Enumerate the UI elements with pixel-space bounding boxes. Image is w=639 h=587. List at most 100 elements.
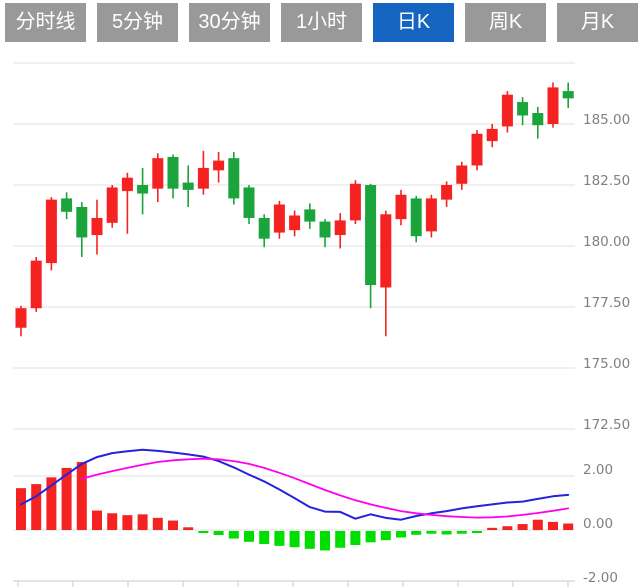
price-tick-label: 185.00 xyxy=(583,112,630,128)
macd-bar xyxy=(304,531,315,549)
period-tab-bar: 分时线 5分钟 30分钟 1小时 日K 周K 月K xyxy=(5,3,638,42)
macd-y-axis-labels: 2.00 0.00 -2.00 xyxy=(583,462,618,586)
candle-body xyxy=(30,260,42,309)
candle-body xyxy=(395,194,407,220)
macd-bar xyxy=(487,527,498,530)
macd-bar xyxy=(244,531,254,542)
x-axis xyxy=(13,580,575,587)
macd-bar xyxy=(137,514,148,530)
macd-bar xyxy=(548,521,558,530)
tab-weekly-k[interactable]: 周K xyxy=(465,3,546,42)
candle-body xyxy=(304,209,316,222)
macd-bar xyxy=(532,519,543,530)
candle-body xyxy=(425,198,437,232)
macd-bar xyxy=(152,517,163,530)
candle-body xyxy=(197,167,209,189)
candle-body xyxy=(45,199,57,264)
candle-body xyxy=(121,177,133,192)
candle-body xyxy=(106,187,118,223)
macd-bar xyxy=(107,513,118,530)
candle-body xyxy=(532,113,544,126)
candle-body xyxy=(152,158,164,189)
candle-body xyxy=(61,198,73,212)
candle-body xyxy=(456,165,468,184)
macd-bar xyxy=(350,531,361,546)
macd-bar xyxy=(31,484,42,530)
candle-body xyxy=(380,214,392,288)
candle-body xyxy=(243,187,255,218)
macd-tick-label: 2.00 xyxy=(583,462,613,478)
macd-bar xyxy=(168,520,178,530)
macd-bar xyxy=(46,477,57,530)
macd-histogram xyxy=(16,461,574,551)
dea-line xyxy=(80,457,570,519)
macd-bar xyxy=(365,531,376,543)
macd-bar xyxy=(502,526,513,530)
macd-gridlines xyxy=(13,475,575,531)
macd-bar xyxy=(320,531,330,551)
candle-body xyxy=(501,94,513,127)
candle-body xyxy=(319,221,331,238)
macd-bar xyxy=(122,515,133,530)
macd-bar xyxy=(76,461,87,530)
candles xyxy=(15,82,574,337)
macd-bar xyxy=(259,531,270,544)
macd-bar xyxy=(441,531,452,535)
candle-body xyxy=(410,198,422,237)
candle-body xyxy=(258,217,270,239)
candle-body xyxy=(289,215,301,231)
macd-bar xyxy=(563,523,574,530)
price-tick-label: 182.50 xyxy=(583,173,630,189)
dif-line xyxy=(20,448,570,521)
candle-body xyxy=(517,102,529,116)
macd-bar xyxy=(472,531,482,533)
candle-body xyxy=(349,183,361,221)
candle-body xyxy=(562,91,574,99)
candle-body xyxy=(167,156,179,189)
macd-bar xyxy=(61,467,72,530)
candle-body xyxy=(365,185,377,286)
tab-1hour[interactable]: 1小时 xyxy=(281,3,362,42)
macd-tick-label: -2.00 xyxy=(583,570,618,586)
macd-bar xyxy=(456,531,467,534)
macd-bar xyxy=(92,510,102,530)
price-y-axis-labels: 185.00 182.50 180.00 177.50 175.00 172.50 xyxy=(583,112,630,433)
candle-body xyxy=(228,158,240,199)
macd-bar xyxy=(380,531,391,541)
tab-daily-k[interactable]: 日K xyxy=(373,3,454,42)
candle-body xyxy=(441,185,453,200)
macd-bar xyxy=(335,531,346,548)
candle-body xyxy=(273,204,285,233)
macd-bar xyxy=(517,524,528,530)
candle-body xyxy=(91,217,103,236)
candle-body xyxy=(547,87,559,124)
tab-5min[interactable]: 5分钟 xyxy=(97,3,178,42)
tab-time-line[interactable]: 分时线 xyxy=(5,3,86,42)
candle-body xyxy=(486,128,498,142)
candle-body xyxy=(471,133,483,166)
macd-bar xyxy=(426,531,437,534)
price-gridlines xyxy=(13,62,575,430)
macd-bar xyxy=(213,531,224,536)
candle-body xyxy=(76,206,88,238)
candle-body xyxy=(182,182,194,190)
candle-body xyxy=(137,185,149,194)
tab-monthly-k[interactable]: 月K xyxy=(557,3,638,42)
macd-bar xyxy=(183,527,194,530)
macd-bar xyxy=(289,531,300,548)
tab-30min[interactable]: 30分钟 xyxy=(189,3,270,42)
macd-bar xyxy=(396,531,406,538)
macd-bar xyxy=(411,531,422,535)
price-tick-label: 177.50 xyxy=(583,295,630,311)
candle-body xyxy=(213,160,225,171)
price-tick-label: 175.00 xyxy=(583,356,630,372)
macd-tick-label: 0.00 xyxy=(583,516,613,532)
macd-bar xyxy=(228,531,239,539)
candle-body xyxy=(334,220,346,236)
macd-bar xyxy=(198,531,209,533)
candle-body xyxy=(15,308,27,328)
price-tick-label: 180.00 xyxy=(583,234,630,250)
price-tick-label: 172.50 xyxy=(583,417,630,433)
